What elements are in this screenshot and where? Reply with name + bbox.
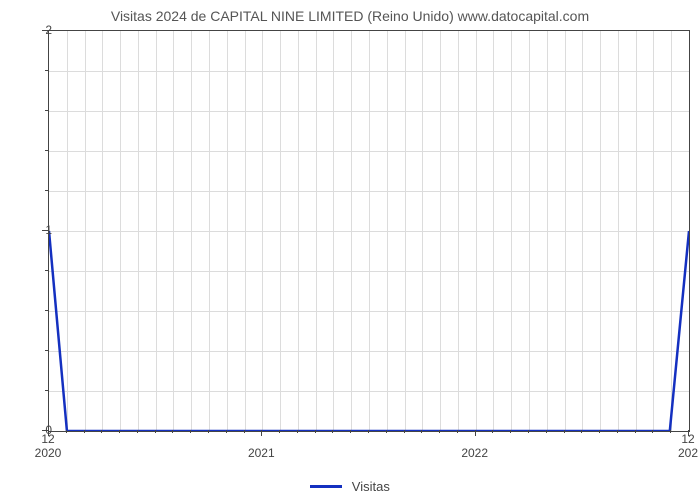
x-tick-label: 202 — [678, 446, 698, 460]
y-tick-label: 1 — [45, 223, 52, 237]
data-series-line — [49, 31, 689, 431]
chart-area — [48, 30, 688, 430]
legend-swatch — [310, 485, 342, 488]
legend: Visitas — [0, 478, 700, 494]
x-secondary-label: 12 — [681, 432, 694, 446]
x-tick-label: 2022 — [461, 446, 488, 460]
legend-label: Visitas — [352, 479, 390, 494]
x-tick-label: 2020 — [35, 446, 62, 460]
x-secondary-label: 12 — [41, 432, 54, 446]
plot-area — [48, 30, 690, 432]
chart-title: Visitas 2024 de CAPITAL NINE LIMITED (Re… — [0, 0, 700, 24]
x-tick-label: 2021 — [248, 446, 275, 460]
y-tick-label: 2 — [45, 23, 52, 37]
